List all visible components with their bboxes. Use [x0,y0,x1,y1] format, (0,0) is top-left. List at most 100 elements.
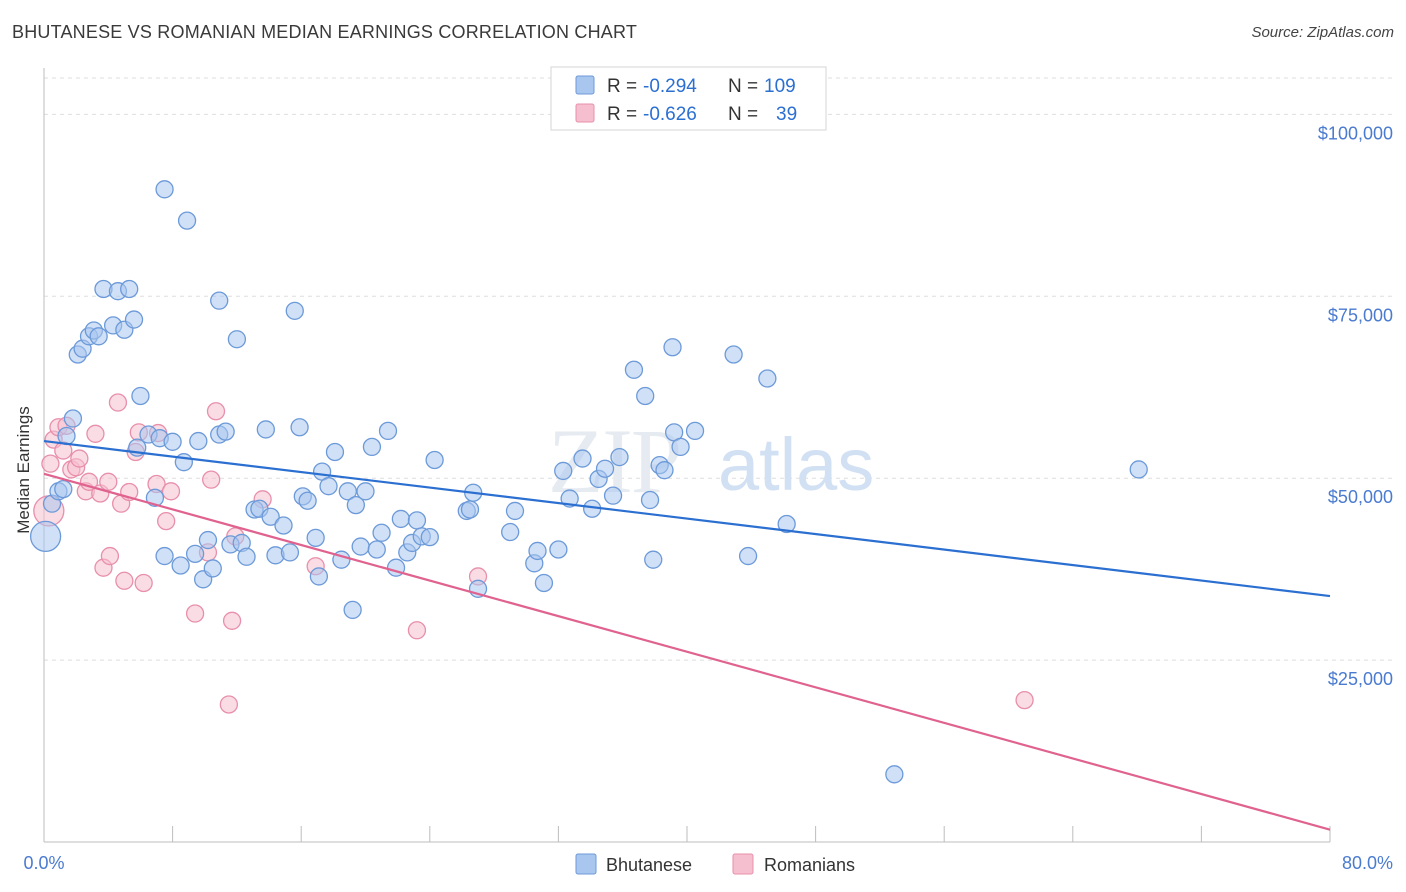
bhutanese-point-84 [554,461,573,481]
bhutanese-point-97 [655,461,674,480]
romanians-trend-line [43,472,1331,831]
bhutanese-point-57 [338,482,357,501]
tick-labels: $25,000 $50,000 $75,000 $100,000 0.0% 80.0% [23,123,1393,873]
bhutanese-point-54 [319,477,338,496]
bottom-legend-bhutanese: Bhutanese [606,855,692,875]
chart-title: BHUTANESE VS ROMANIAN MEDIAN EARNINGS CO… [12,22,638,42]
legend-r-value-1: -0.294 [643,76,697,97]
bhutanese-point-67 [391,509,411,529]
bhutanese-point-39 [237,547,256,566]
bhutanese-point-34 [210,291,229,310]
y-tick-label-3: $100,000 [1318,123,1393,143]
watermark-atlas: atlas [718,423,874,506]
bhutanese-point-0 [29,520,62,553]
bhutanese-point-106 [885,765,904,784]
romanians-point-32 [222,611,242,630]
top-legend: R = -0.294 N = 109 R = -0.626 N = 39 [550,66,827,131]
bhutanese-point-29 [189,431,208,451]
y-tick-label-2: $75,000 [1328,305,1393,325]
bhutanese-point-58 [343,600,362,620]
bhutanese-point-79 [505,501,525,521]
x-tick-label-0: 0.0% [23,853,64,873]
bhutanese-point-98 [663,338,682,357]
bhutanese-point-60 [351,537,370,556]
bhutanese-point-101 [685,421,705,441]
bhutanese-point-20 [145,488,165,507]
y-tick-label-0: $25,000 [1328,669,1393,689]
bhutanese-point-52 [309,567,329,586]
bhutanese-point-48 [290,418,309,437]
bhutanese-point-50 [298,491,317,510]
bhutanese-point-83 [549,540,568,559]
y-tick-label-1: $50,000 [1328,487,1393,507]
bhutanese-point-45 [274,516,293,535]
romanians-point-14 [99,472,118,491]
bottom-legend-romanians: Romanians [764,855,855,875]
bhutanese-point-72 [420,527,439,547]
top-legend-box [550,66,827,131]
bhutanese-point-94 [640,490,660,510]
bhutanese-point-5 [63,409,83,428]
axes [43,68,1331,843]
legend-r-label-1: R = [607,76,637,97]
romanians-point-22 [134,573,153,593]
bhutanese-point-62 [362,437,382,457]
bhutanese-point-43 [261,507,280,526]
legend-n-value-2: 39 [776,104,797,125]
bhutanese-points [29,180,1148,784]
x-tick-label-1: 80.0% [1342,853,1393,873]
bhutanese-point-95 [644,550,663,569]
bhutanese-point-82 [534,573,554,593]
legend-pink-swatch [575,103,595,123]
bottom-legend: Bhutanese Romanians [575,853,855,875]
bhutanese-point-81 [528,541,547,561]
bhutanese-point-93 [636,386,655,406]
bhutanese-point-15 [120,279,139,299]
legend-n-value-1: 109 [764,76,796,97]
romanians-point-29 [202,470,221,489]
romanians-point-1 [41,454,60,473]
bhutanese-point-27 [177,211,197,230]
bhutanese-point-22 [155,546,174,566]
romanians-point-11 [86,424,105,443]
romanians-point-16 [108,393,128,412]
bhutanese-point-102 [724,345,743,364]
bhutanese-point-92 [624,360,644,379]
bhutanese-point-103 [738,546,758,566]
bhutanese-point-47 [285,301,304,320]
bhutanese-point-86 [573,449,592,468]
bhutanese-point-63 [367,540,386,559]
bhutanese-point-75 [460,500,480,519]
legend-n-label-2: N = [728,104,758,125]
bhutanese-trend-line [43,439,1331,598]
bhutanese-point-23 [155,180,174,199]
bhutanese-point-28 [185,544,205,564]
romanians-point-37 [407,621,427,640]
bhutanese-point-65 [378,421,398,441]
romanians-point-15 [100,546,120,566]
source-label: Source: ZipAtlas.com [1251,24,1394,41]
legend-r-label-2: R = [607,104,637,125]
trend-lines [43,439,1331,831]
romanians-point-8 [70,449,89,468]
legend-blue-swatch [575,75,595,95]
bhutanese-point-37 [227,330,247,349]
bhutanese-point-90 [603,486,623,505]
romanians-point-31 [219,695,239,714]
bhutanese-point-51 [306,528,325,548]
bhutanese-point-24 [163,432,182,451]
bhutanese-point-4 [57,426,76,446]
bhutanese-point-32 [203,559,222,578]
romanians-point-26 [161,482,181,501]
bhutanese-point-25 [171,556,190,575]
bottom-legend-blue-swatch [575,853,597,875]
bhutanese-point-46 [280,543,300,562]
bhutanese-point-91 [610,447,629,467]
bottom-legend-pink-swatch [732,853,754,875]
bhutanese-point-64 [372,523,391,542]
bhutanese-point-89 [595,459,615,478]
bhutanese-point-61 [356,482,375,501]
bhutanese-point-78 [501,522,520,542]
bhutanese-point-16 [124,310,144,329]
